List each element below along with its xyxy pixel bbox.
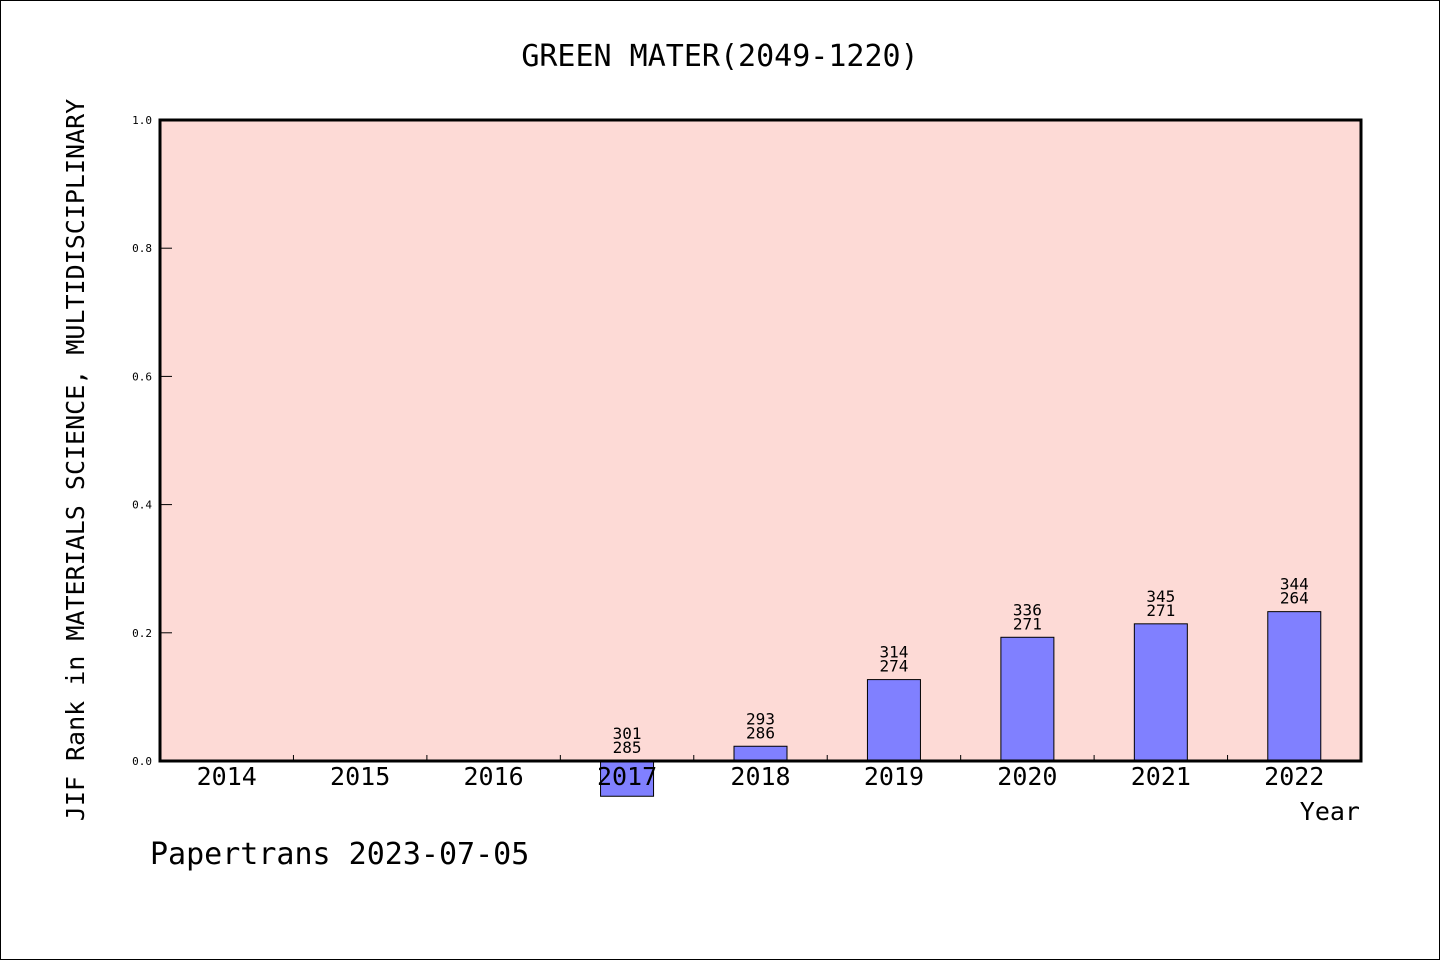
x-tick-label: 2019: [864, 762, 924, 791]
x-axis: 2014 2015 2016 2017 2018 2019 2020 2021 2022: [197, 755, 1324, 791]
footer-credit: Papertrans 2023-07-05: [150, 837, 529, 872]
bar-label-total: 314: [879, 643, 908, 662]
x-tick-label: 2017: [597, 762, 657, 791]
bar: [1000, 636, 1055, 762]
y-tick-label: 0.0: [132, 755, 152, 768]
bar-label-total: 336: [1013, 600, 1042, 619]
y-tick-label: 0.2: [132, 627, 152, 640]
bar-label-rank: 274: [879, 657, 908, 676]
x-tick-label: 2015: [330, 762, 390, 791]
bar: [1267, 611, 1322, 762]
x-tick-label: 2014: [197, 762, 257, 791]
bar-label-rank: 286: [746, 723, 775, 742]
bar-label-total: 301: [613, 724, 642, 743]
y-tick-label: 0.8: [132, 242, 152, 255]
x-tick-label: 2018: [730, 762, 790, 791]
plot-border: [158, 118, 1363, 763]
y-tick-label: 0.4: [132, 499, 152, 512]
x-tick-label: 2016: [464, 762, 524, 791]
bar-label-total: 345: [1146, 587, 1175, 606]
bar-label-total: 344: [1280, 575, 1309, 594]
x-tick-label: 2022: [1264, 762, 1324, 791]
bars-group: [600, 611, 1322, 797]
bar-label-rank: 271: [1146, 601, 1175, 620]
bar-label-rank: 264: [1280, 589, 1309, 608]
bar-label-rank: 285: [613, 738, 642, 757]
bar: [733, 745, 788, 762]
bar-label-rank: 271: [1013, 614, 1042, 633]
x-axis-label: Year: [1300, 797, 1360, 826]
bar: [866, 679, 921, 762]
x-tick-label: 2021: [1131, 762, 1191, 791]
bar: [600, 760, 655, 797]
y-tick-label: 1.0: [132, 114, 152, 127]
y-tick-label: 0.6: [132, 370, 152, 383]
x-tick-label: 2020: [997, 762, 1057, 791]
bar-label-total: 293: [746, 709, 775, 728]
y-axis: 0.0 0.2 0.4 0.6 0.8 1.0: [132, 114, 172, 768]
chart-title: GREEN MATER(2049-1220): [521, 39, 918, 74]
y-axis-label: JIF Rank in MATERIALS SCIENCE, MULTIDISC…: [61, 99, 90, 821]
bar: [1133, 623, 1188, 762]
